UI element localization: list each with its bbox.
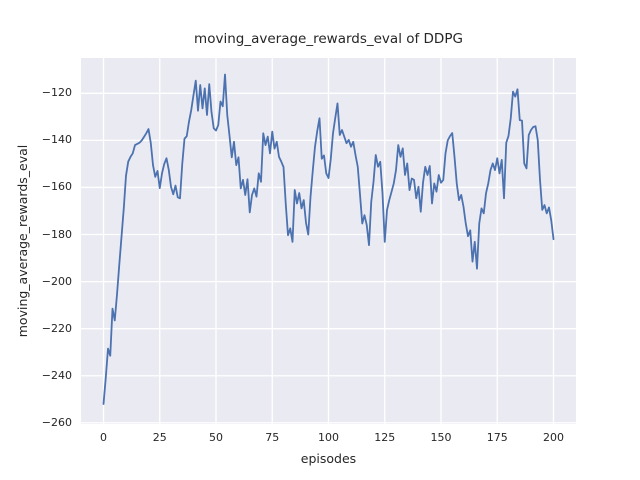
y-tick-label: −220 bbox=[41, 321, 72, 335]
y-tick-label: −200 bbox=[41, 274, 72, 288]
x-tick-label: 75 bbox=[265, 431, 280, 444]
y-tick-label: −180 bbox=[41, 227, 72, 241]
x-axis-label: episodes bbox=[300, 451, 357, 466]
x-tick-label: 200 bbox=[543, 431, 564, 444]
y-tick-label: −140 bbox=[41, 133, 72, 147]
x-tick-label: 0 bbox=[100, 431, 107, 444]
x-tick-label: 100 bbox=[318, 431, 339, 444]
y-tick-label: −160 bbox=[41, 180, 72, 194]
x-tick-label: 25 bbox=[152, 431, 167, 444]
y-tick-label: −260 bbox=[41, 415, 72, 429]
chart-title: moving_average_rewards_eval of DDPG bbox=[194, 31, 463, 47]
x-tick-label: 150 bbox=[430, 431, 452, 444]
y-tick-label: −120 bbox=[41, 86, 72, 100]
data-line bbox=[102, 73, 555, 405]
y-tick-label: −240 bbox=[41, 368, 72, 382]
x-tick-label: 175 bbox=[486, 431, 508, 444]
x-tick-label: 125 bbox=[374, 431, 396, 444]
x-tick-label: 50 bbox=[209, 431, 223, 444]
